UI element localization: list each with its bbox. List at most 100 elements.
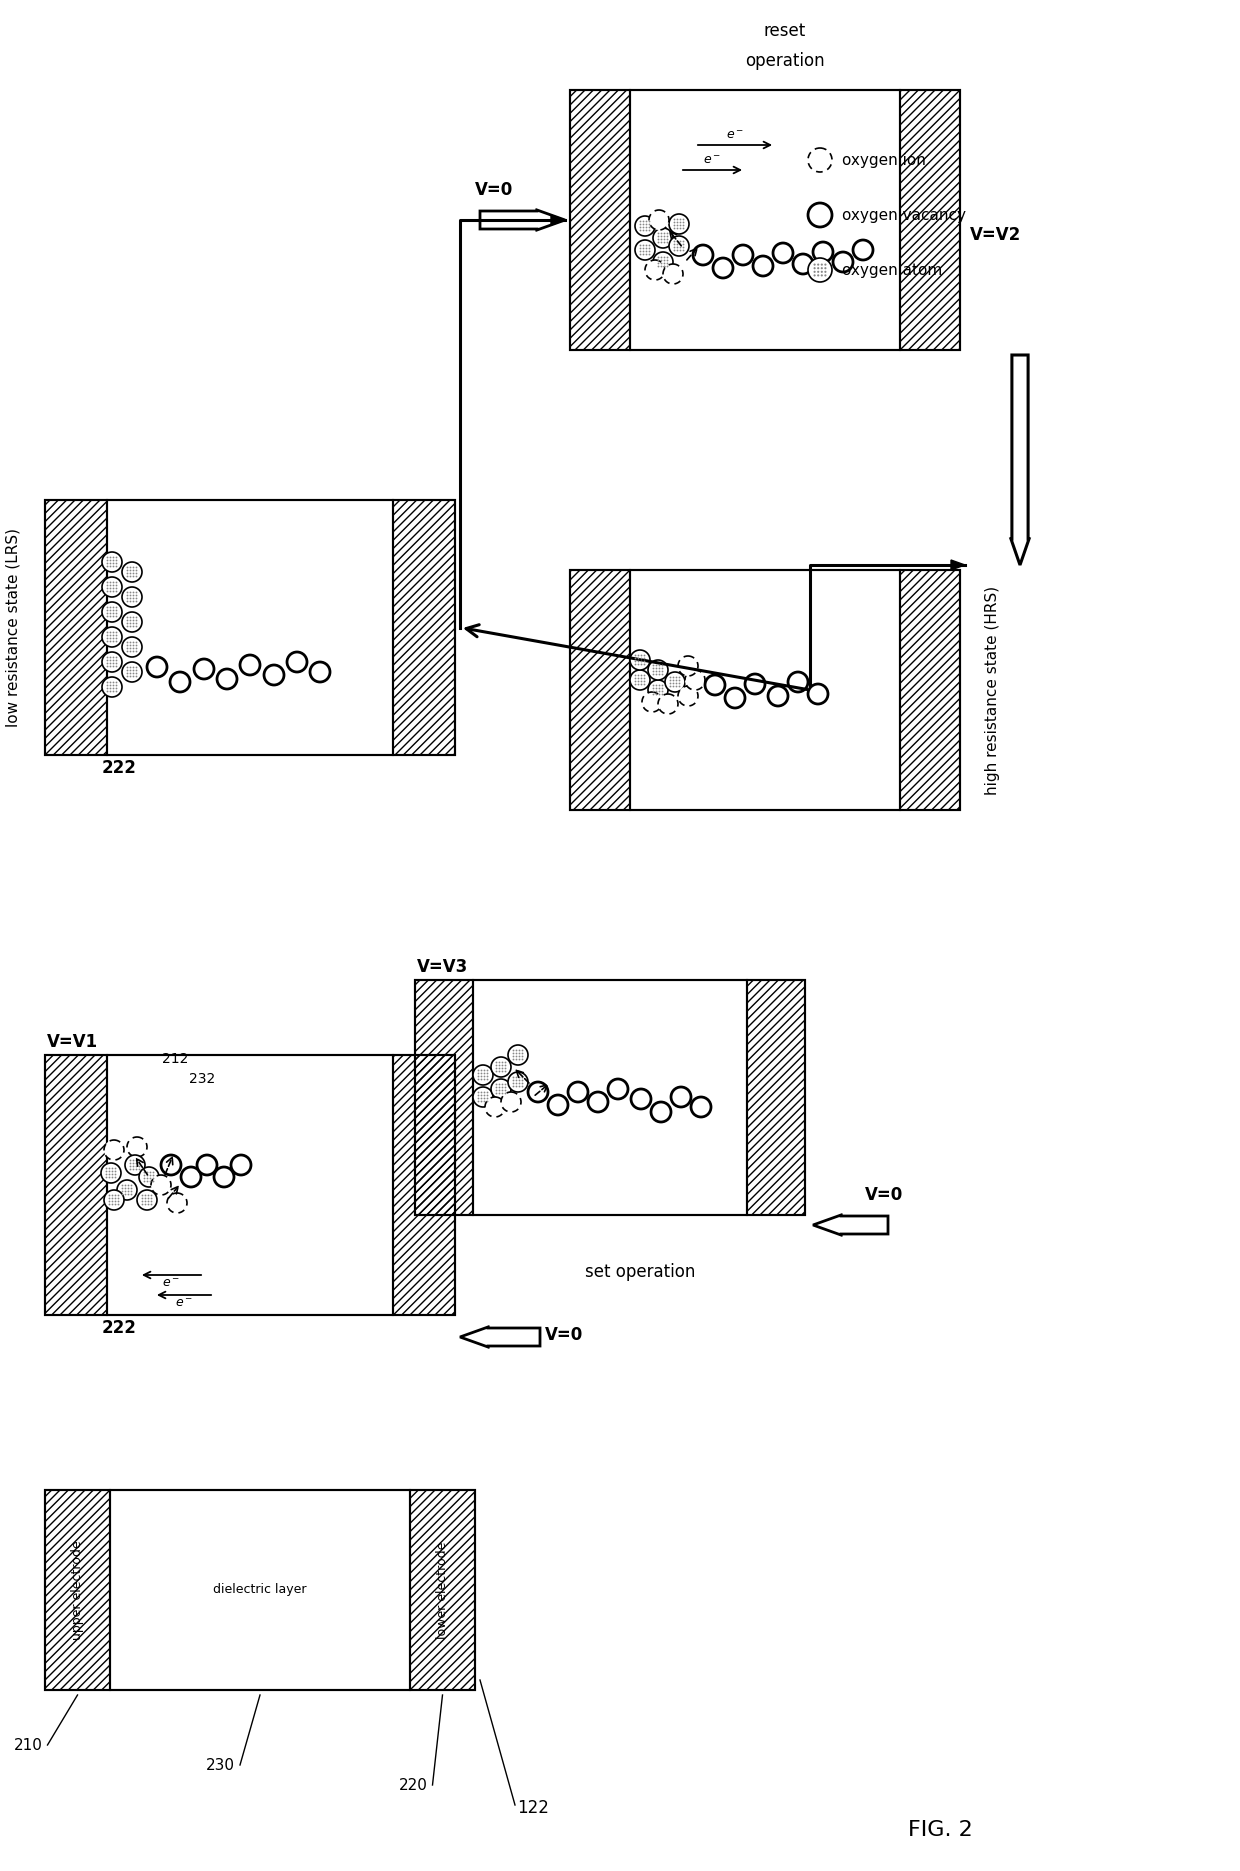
- Circle shape: [808, 258, 832, 283]
- Circle shape: [825, 271, 827, 273]
- Circle shape: [122, 636, 143, 657]
- Text: 222: 222: [102, 760, 136, 776]
- Bar: [415, 980, 805, 1214]
- Bar: [45, 1489, 110, 1690]
- Circle shape: [733, 245, 753, 266]
- Bar: [393, 500, 455, 756]
- Text: $e^-$: $e^-$: [175, 1297, 193, 1310]
- Circle shape: [217, 670, 237, 689]
- Circle shape: [102, 602, 122, 621]
- Circle shape: [678, 687, 698, 705]
- Circle shape: [485, 1096, 505, 1117]
- Text: upper electrode: upper electrode: [71, 1540, 84, 1639]
- Circle shape: [808, 202, 832, 226]
- Circle shape: [813, 268, 816, 269]
- Bar: [45, 500, 455, 756]
- Bar: [110, 1489, 410, 1690]
- Circle shape: [102, 677, 122, 698]
- Text: V=0: V=0: [546, 1327, 583, 1343]
- Polygon shape: [951, 559, 965, 571]
- Circle shape: [642, 692, 662, 713]
- Text: FIG. 2: FIG. 2: [908, 1820, 972, 1839]
- Circle shape: [670, 236, 689, 256]
- Text: $e^-$: $e^-$: [162, 1278, 180, 1289]
- Text: low resistance state (LRS): low resistance state (LRS): [5, 528, 21, 728]
- Circle shape: [264, 664, 284, 685]
- Bar: [630, 90, 900, 350]
- Text: dielectric layer: dielectric layer: [213, 1583, 306, 1596]
- Circle shape: [528, 1081, 548, 1102]
- Text: 220: 220: [398, 1777, 428, 1792]
- Circle shape: [126, 1138, 148, 1156]
- Text: 210: 210: [14, 1738, 42, 1753]
- Circle shape: [161, 1154, 181, 1175]
- Circle shape: [148, 657, 167, 677]
- Circle shape: [706, 675, 725, 694]
- Circle shape: [508, 1046, 528, 1065]
- Text: 222: 222: [102, 1319, 136, 1338]
- Circle shape: [663, 264, 683, 284]
- Circle shape: [653, 228, 673, 249]
- Circle shape: [122, 561, 143, 582]
- Bar: [45, 1489, 475, 1690]
- Text: V=V2: V=V2: [970, 226, 1022, 243]
- Circle shape: [808, 685, 828, 703]
- Text: 230: 230: [206, 1757, 236, 1772]
- Text: V=0: V=0: [866, 1186, 903, 1205]
- Circle shape: [102, 552, 122, 573]
- Circle shape: [231, 1154, 250, 1175]
- Circle shape: [725, 689, 745, 707]
- Bar: [900, 571, 960, 810]
- Circle shape: [491, 1057, 511, 1078]
- Bar: [472, 980, 746, 1214]
- Circle shape: [713, 258, 733, 279]
- Text: 232: 232: [188, 1072, 216, 1085]
- Circle shape: [821, 268, 823, 269]
- Circle shape: [181, 1168, 201, 1186]
- Circle shape: [310, 662, 330, 683]
- Circle shape: [665, 672, 684, 692]
- Circle shape: [608, 1080, 627, 1098]
- Circle shape: [588, 1093, 608, 1111]
- Circle shape: [691, 1096, 711, 1117]
- Bar: [107, 500, 393, 756]
- Text: V=V1: V=V1: [47, 1033, 98, 1052]
- Circle shape: [125, 1154, 145, 1175]
- Circle shape: [813, 271, 816, 273]
- Circle shape: [286, 651, 308, 672]
- Circle shape: [472, 1065, 494, 1085]
- Circle shape: [813, 264, 816, 266]
- Circle shape: [630, 670, 650, 690]
- Circle shape: [472, 1087, 494, 1108]
- Circle shape: [631, 1089, 651, 1110]
- Circle shape: [787, 672, 808, 692]
- Circle shape: [833, 253, 853, 271]
- Text: oxygen ion: oxygen ion: [842, 153, 926, 168]
- Circle shape: [821, 275, 823, 277]
- Text: oxygen atom: oxygen atom: [842, 262, 942, 277]
- Bar: [415, 980, 472, 1214]
- Circle shape: [630, 649, 650, 670]
- Circle shape: [825, 268, 827, 269]
- Circle shape: [825, 264, 827, 266]
- Circle shape: [753, 256, 773, 277]
- Circle shape: [102, 576, 122, 597]
- Circle shape: [853, 239, 873, 260]
- Polygon shape: [480, 210, 565, 230]
- Polygon shape: [460, 1327, 539, 1347]
- Bar: [570, 90, 960, 350]
- Circle shape: [817, 271, 820, 273]
- Bar: [630, 571, 900, 810]
- Circle shape: [104, 1139, 124, 1160]
- Bar: [45, 1055, 455, 1315]
- Circle shape: [817, 268, 820, 269]
- Circle shape: [794, 254, 813, 273]
- Text: operation: operation: [745, 52, 825, 69]
- Circle shape: [670, 213, 689, 234]
- Bar: [570, 571, 960, 810]
- Circle shape: [491, 1080, 511, 1098]
- Circle shape: [684, 670, 706, 690]
- Circle shape: [139, 1168, 159, 1186]
- Circle shape: [671, 1087, 691, 1108]
- Bar: [410, 1489, 475, 1690]
